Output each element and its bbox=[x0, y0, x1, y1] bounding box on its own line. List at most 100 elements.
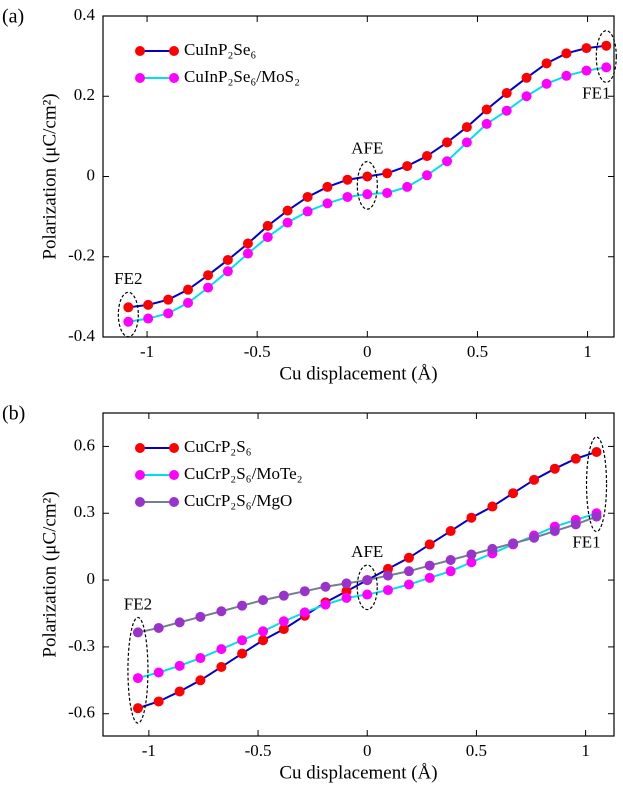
data-point bbox=[216, 606, 227, 617]
data-point bbox=[258, 626, 269, 637]
data-point bbox=[445, 566, 456, 577]
data-point bbox=[570, 453, 581, 464]
annotation: AFE bbox=[351, 138, 383, 157]
data-point bbox=[341, 578, 352, 589]
data-point bbox=[195, 675, 206, 686]
annotation: AFE bbox=[351, 542, 383, 561]
y-tick-label: -0.6 bbox=[68, 703, 95, 722]
data-point bbox=[382, 168, 393, 179]
data-point bbox=[183, 297, 194, 308]
data-point bbox=[382, 187, 393, 198]
data-point bbox=[203, 270, 214, 281]
y-tick-label: -0.2 bbox=[68, 246, 95, 265]
data-point bbox=[302, 191, 313, 202]
data-point bbox=[508, 538, 519, 549]
data-point bbox=[445, 526, 456, 537]
data-point bbox=[382, 585, 393, 596]
data-point bbox=[570, 519, 581, 530]
panel-label: (a) bbox=[2, 6, 24, 28]
data-point bbox=[299, 607, 310, 618]
data-point bbox=[302, 206, 313, 217]
data-point bbox=[541, 78, 552, 89]
legend-marker bbox=[169, 497, 179, 507]
data-point bbox=[561, 48, 572, 59]
x-tick-label: -0.5 bbox=[245, 741, 272, 760]
data-point bbox=[237, 648, 248, 659]
x-tick-label: -1 bbox=[142, 741, 156, 760]
data-point bbox=[591, 511, 602, 522]
data-point bbox=[403, 579, 414, 590]
data-point bbox=[549, 526, 560, 537]
data-point bbox=[362, 189, 373, 200]
data-point bbox=[382, 570, 393, 581]
data-point bbox=[195, 611, 206, 622]
data-point bbox=[278, 590, 289, 601]
y-tick-label: 0.2 bbox=[74, 85, 95, 104]
annotation: FE2 bbox=[114, 269, 142, 288]
data-point bbox=[237, 600, 248, 611]
data-point bbox=[422, 151, 433, 162]
data-point bbox=[123, 316, 134, 327]
x-axis-title: Cu displacement (Å) bbox=[279, 762, 437, 783]
x-tick-label: 0.5 bbox=[466, 741, 487, 760]
data-point bbox=[278, 624, 289, 635]
data-point bbox=[258, 595, 269, 606]
data-point bbox=[242, 248, 253, 259]
data-point bbox=[342, 191, 353, 202]
data-point bbox=[529, 532, 540, 543]
legend-marker bbox=[135, 443, 145, 453]
data-point bbox=[461, 122, 472, 133]
data-point bbox=[132, 673, 143, 684]
annotation-ellipse bbox=[595, 30, 617, 83]
data-point bbox=[581, 65, 592, 76]
data-point bbox=[143, 299, 154, 310]
data-point bbox=[216, 661, 227, 672]
x-tick-label: 0.5 bbox=[467, 342, 488, 361]
legend-label: CuCrP₂S₆ bbox=[184, 437, 252, 456]
annotation-ellipse bbox=[117, 291, 139, 338]
data-point bbox=[153, 696, 164, 707]
data-point bbox=[442, 156, 453, 167]
legend-label: CuInP₂Se₆ bbox=[184, 40, 256, 59]
panel-label: (b) bbox=[2, 403, 25, 425]
data-point bbox=[203, 282, 214, 293]
y-tick-label: 0.6 bbox=[74, 435, 95, 454]
legend-marker bbox=[135, 73, 145, 83]
data-point bbox=[481, 104, 492, 115]
data-point bbox=[424, 539, 435, 550]
data-point bbox=[222, 254, 233, 265]
x-tick-label: 0 bbox=[363, 342, 372, 361]
data-point bbox=[132, 627, 143, 638]
y-tick-label: -0.4 bbox=[68, 326, 95, 345]
data-point bbox=[362, 589, 373, 600]
data-point bbox=[529, 474, 540, 485]
data-point bbox=[466, 557, 477, 568]
legend-marker bbox=[135, 497, 145, 507]
data-point bbox=[461, 137, 472, 148]
y-axis-title: Polarization (μC/cm²) bbox=[39, 491, 60, 657]
data-point bbox=[402, 161, 413, 172]
x-axis-title: Cu displacement (Å) bbox=[279, 363, 437, 384]
legend-label: CuCrP₂S₆/MoTe₂ bbox=[184, 464, 303, 483]
annotation: FE1 bbox=[572, 532, 600, 551]
annotation: FE1 bbox=[582, 83, 610, 102]
data-point bbox=[222, 266, 233, 277]
data-point bbox=[143, 313, 154, 324]
data-point bbox=[501, 88, 512, 99]
data-point bbox=[262, 220, 273, 231]
x-tick-label: 0 bbox=[363, 741, 372, 760]
data-point bbox=[561, 70, 572, 81]
x-tick-label: 1 bbox=[583, 342, 592, 361]
data-point bbox=[242, 238, 253, 249]
data-point bbox=[466, 512, 477, 523]
data-point bbox=[466, 549, 477, 560]
data-point bbox=[541, 58, 552, 69]
data-point bbox=[549, 463, 560, 474]
legend-marker bbox=[135, 46, 145, 56]
x-tick-label: 1 bbox=[581, 741, 590, 760]
data-point bbox=[163, 308, 174, 319]
data-point bbox=[174, 617, 185, 628]
data-point bbox=[442, 137, 453, 148]
